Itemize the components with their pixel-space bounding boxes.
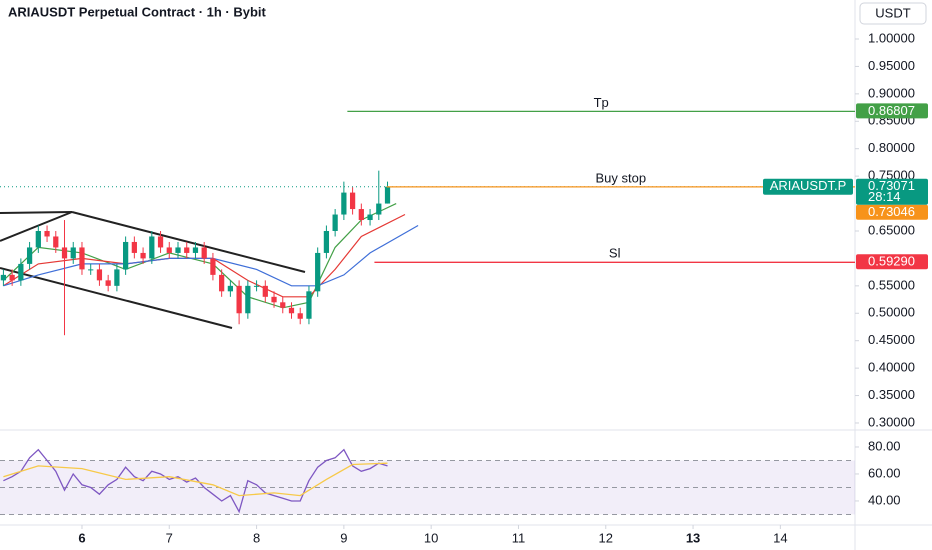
candle-body [384,186,391,204]
last-price: 0.73071 [868,178,915,193]
symbol-box [763,178,853,195]
ma-line [3,213,406,298]
candle-body [192,247,199,253]
y-tick-label: 0.30000 [868,414,915,429]
level-price-box [856,204,928,220]
candle-body [26,247,33,264]
candle-body [306,291,312,319]
rsi-signal [3,462,388,497]
y-tick-label: 0.45000 [868,332,915,347]
candle-body [140,252,146,259]
symbol: ARIAUSDT.P [770,178,847,193]
candle-body [184,247,190,253]
candle-body [271,296,277,303]
level-price-box [856,254,928,270]
y-tick-label: 0.55000 [868,277,915,292]
ma-line [3,224,419,287]
candle-body [227,285,233,292]
level-name: Sl [609,246,621,261]
y-tick-label: 0.80000 [868,140,915,155]
y-tick-label: 0.50000 [868,305,915,320]
level-price-box [856,103,928,119]
candle-body [210,258,216,275]
last-price-box [856,178,928,205]
candle-body [245,285,251,314]
candle-body [253,285,260,287]
candle-body [376,203,382,215]
candle-body [166,247,172,253]
x-tick-label: 6 [78,530,85,545]
candle-body [332,214,338,231]
rsi-line [3,448,388,514]
candle-body [262,285,268,297]
candle-body [0,274,7,281]
candle-body [105,280,111,286]
candle-body [9,274,15,281]
level-price: 0.59290 [868,254,915,269]
candle-body [35,230,41,248]
candle-body [323,230,330,253]
candle-body [18,263,24,281]
rsi-y-tick-label: 40.00 [868,492,901,507]
level-name: Tp [594,95,609,110]
x-tick-label: 8 [253,530,260,545]
candle-body [70,247,76,259]
y-tick-label: 1.00000 [868,30,915,45]
candle-body [201,247,207,259]
countdown: 28:14 [868,189,901,204]
candle-body [96,269,103,281]
candle-body [157,236,164,248]
rsi-y-tick-label: 80.00 [868,438,901,453]
candle-body [79,247,85,270]
x-tick-label: 12 [599,530,613,545]
candle-body [236,285,242,314]
candle-body [53,236,59,248]
chart-title: ARIAUSDT Perpetual Contract · 1h · Bybit [8,4,267,19]
level-price: 0.86807 [868,103,915,118]
currency[interactable]: USDT [875,5,910,20]
y-tick-label: 0.35000 [868,387,915,402]
x-tick-label: 11 [512,530,526,545]
y-tick-label: 0.65000 [868,222,915,237]
candle-body [131,241,137,253]
y-tick-label: 0.95000 [868,58,915,73]
rsi-y-tick-label: 60.00 [868,465,901,480]
drawing [0,211,73,214]
x-tick-label: 13 [686,530,700,545]
candle-body [88,269,94,271]
level-name: Buy stop [596,170,647,185]
candle-body [149,236,155,259]
candle-body [315,252,321,292]
candle-body [280,302,286,308]
candle-body [114,269,120,286]
y-tick-label: 0.40000 [868,360,915,375]
candle-body [288,307,295,314]
level-price: 0.73046 [868,204,915,219]
candle-body [61,247,68,259]
x-tick-label: 14 [773,530,787,545]
candle-body [349,192,356,210]
drawing [71,211,306,273]
drawing [0,211,73,242]
candle-body [44,230,50,237]
x-tick-label: 7 [166,530,173,545]
x-tick-label: 9 [340,530,347,545]
candle-body [297,313,303,319]
candle-body [219,274,225,292]
candle-body [341,192,347,215]
x-tick-label: 10 [424,530,438,545]
candle-body [123,241,129,270]
candle-body [367,214,373,221]
candle-body [175,247,181,253]
y-tick-label: 0.90000 [868,85,915,100]
currency-button[interactable] [859,2,927,25]
candle-body [358,209,364,221]
drawing [0,267,233,329]
